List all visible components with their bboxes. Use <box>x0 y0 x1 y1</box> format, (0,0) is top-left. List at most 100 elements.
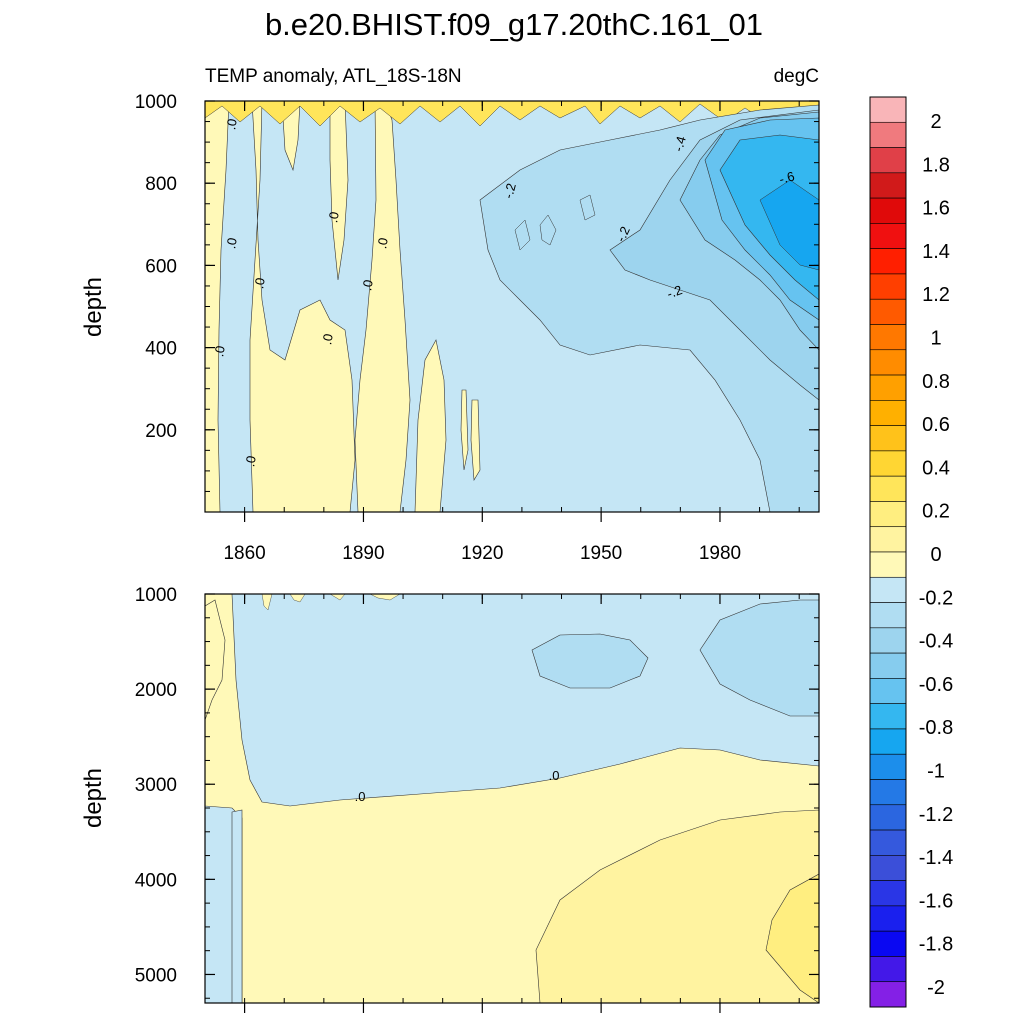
upper-contour-labels: .0 .0 .0 .0 .0 .0 .0 .0 .0 -.2 -.2 -.2 -… <box>211 118 796 468</box>
lower-y-tick-label: 5000 <box>135 965 177 986</box>
colorbar-swatch <box>869 703 907 730</box>
colorbar-swatch <box>869 551 907 578</box>
lower-y-tick-label: 4000 <box>135 870 177 891</box>
colorbar-swatch <box>869 324 907 351</box>
colorbar-label: 0.4 <box>922 457 950 479</box>
colorbar-swatch <box>869 829 907 856</box>
colorbar-swatch <box>869 855 907 881</box>
upper-fill-positive <box>205 101 481 512</box>
colorbar-label: -0.2 <box>919 587 953 609</box>
colorbar-label: -1 <box>927 761 945 783</box>
lower-fill-neg-02 <box>531 599 819 717</box>
colorbar-swatch <box>869 779 907 806</box>
colorbar-swatch <box>869 475 907 502</box>
contour-label: -.2 <box>665 282 684 301</box>
colorbar-label: 0 <box>930 544 941 566</box>
x-tick-label: 1890 <box>342 543 384 564</box>
lower-y-tick-label: 1000 <box>135 585 177 606</box>
colorbar-frame <box>869 96 907 1008</box>
x-tick-label: 1950 <box>580 543 622 564</box>
lower-y-tick-label: 2000 <box>135 680 177 701</box>
colorbar-swatch <box>869 223 907 249</box>
contour-label: .0 <box>355 789 366 804</box>
colorbar-label: -0.6 <box>919 674 953 696</box>
colorbar-swatch <box>869 678 907 704</box>
lower-plot-frame <box>204 593 820 1004</box>
contour-label: .0 <box>223 118 240 131</box>
colorbar-swatch <box>869 804 907 831</box>
contour-label: -.2 <box>613 224 633 244</box>
colorbar: 2 1.8 1.6 1.4 1.2 1 0.8 0.6 0.4 0.2 0 -0.2 -0.4 -0.6 -… <box>869 96 953 1008</box>
colorbar-swatch <box>869 374 907 401</box>
contour-label: .0 <box>359 279 376 292</box>
colorbar-swatch <box>869 880 907 907</box>
colorbar-swatch <box>869 147 907 174</box>
colorbar-swatch <box>869 298 907 325</box>
lower-fill-surface-bits <box>261 594 401 611</box>
colorbar-swatch <box>869 956 907 983</box>
upper-y-tick-label: 1000 <box>135 92 177 113</box>
colorbar-swatch <box>869 425 907 452</box>
contour-label: -.4 <box>670 135 688 154</box>
lower-contour-fill <box>205 594 819 1003</box>
colorbar-label: 0.6 <box>922 414 950 436</box>
x-tick-label: 1920 <box>461 543 503 564</box>
contour-label: .0 <box>319 333 336 346</box>
colorbar-swatch <box>869 197 907 224</box>
contour-label: .0 <box>251 277 268 290</box>
colorbar-swatch <box>869 627 907 654</box>
colorbar-label: 1 <box>930 328 941 350</box>
colorbar-swatch <box>869 602 907 629</box>
colorbar-label: 1.8 <box>922 154 950 176</box>
upper-y-axis-label: depth <box>80 277 107 337</box>
colorbar-swatch <box>869 248 907 275</box>
colorbar-swatch <box>869 728 907 755</box>
lower-contour-labels: .0 .0 <box>355 768 560 804</box>
colorbar-label: 2 <box>930 111 941 133</box>
upper-contour-fill <box>205 101 819 512</box>
colorbar-swatch <box>869 652 907 679</box>
contour-label: .0 <box>211 345 228 358</box>
upper-y-tick-label: 200 <box>145 421 177 442</box>
contour-label: .0 <box>549 768 560 783</box>
colorbar-label: -1.6 <box>919 890 953 912</box>
colorbar-swatch <box>869 981 907 1008</box>
upper-fill-patches <box>514 194 596 251</box>
colorbar-swatch <box>869 172 907 199</box>
contour-label: .0 <box>223 237 240 250</box>
colorbar-label: -2 <box>927 977 945 999</box>
x-tick-label: 1860 <box>223 543 265 564</box>
colorbar-label: -1.2 <box>919 804 953 826</box>
colorbar-swatch <box>869 121 907 148</box>
lower-fill-deep-warm <box>535 809 819 1003</box>
contour-label: .0 <box>325 211 342 224</box>
chart-subtitle-right: degC <box>774 66 819 87</box>
colorbar-label: -0.8 <box>919 717 953 739</box>
colorbar-swatch <box>869 905 907 932</box>
colorbar-label: -0.4 <box>919 631 953 653</box>
contour-label: .0 <box>242 455 259 468</box>
upper-y-tick-label: 400 <box>145 339 177 360</box>
lower-fill-positive-strip <box>231 809 243 1003</box>
lower-y-axis-label: depth <box>80 768 107 828</box>
contour-label: -.6 <box>778 168 797 186</box>
upper-fill-neg-07 <box>759 179 819 271</box>
contour-label: .0 <box>374 237 391 250</box>
chart-subtitle-left: TEMP anomaly, ATL_18S-18N <box>205 66 462 87</box>
colorbar-label: 1.6 <box>922 198 950 220</box>
colorbar-swatch <box>869 273 907 300</box>
lower-fill-deep-warmer <box>765 873 819 1003</box>
colorbar-label: 1.4 <box>922 241 950 263</box>
colorbar-label: -1.8 <box>919 934 953 956</box>
colorbar-swatch <box>869 930 907 957</box>
colorbar-swatch <box>869 753 907 780</box>
lower-y-tick-label: 3000 <box>135 775 177 796</box>
colorbar-label: 0.2 <box>922 501 950 523</box>
chart-title: b.e20.BHIST.f09_g17.20thC.161_01 <box>265 7 763 42</box>
contour-label: -.2 <box>500 182 518 201</box>
x-tick-label: 1980 <box>699 543 741 564</box>
upper-y-tick-label: 800 <box>145 174 177 195</box>
colorbar-label: 1.2 <box>922 284 950 306</box>
lower-panel: 1000 2000 3000 4000 5000 depth .0 .0 <box>80 585 820 1013</box>
